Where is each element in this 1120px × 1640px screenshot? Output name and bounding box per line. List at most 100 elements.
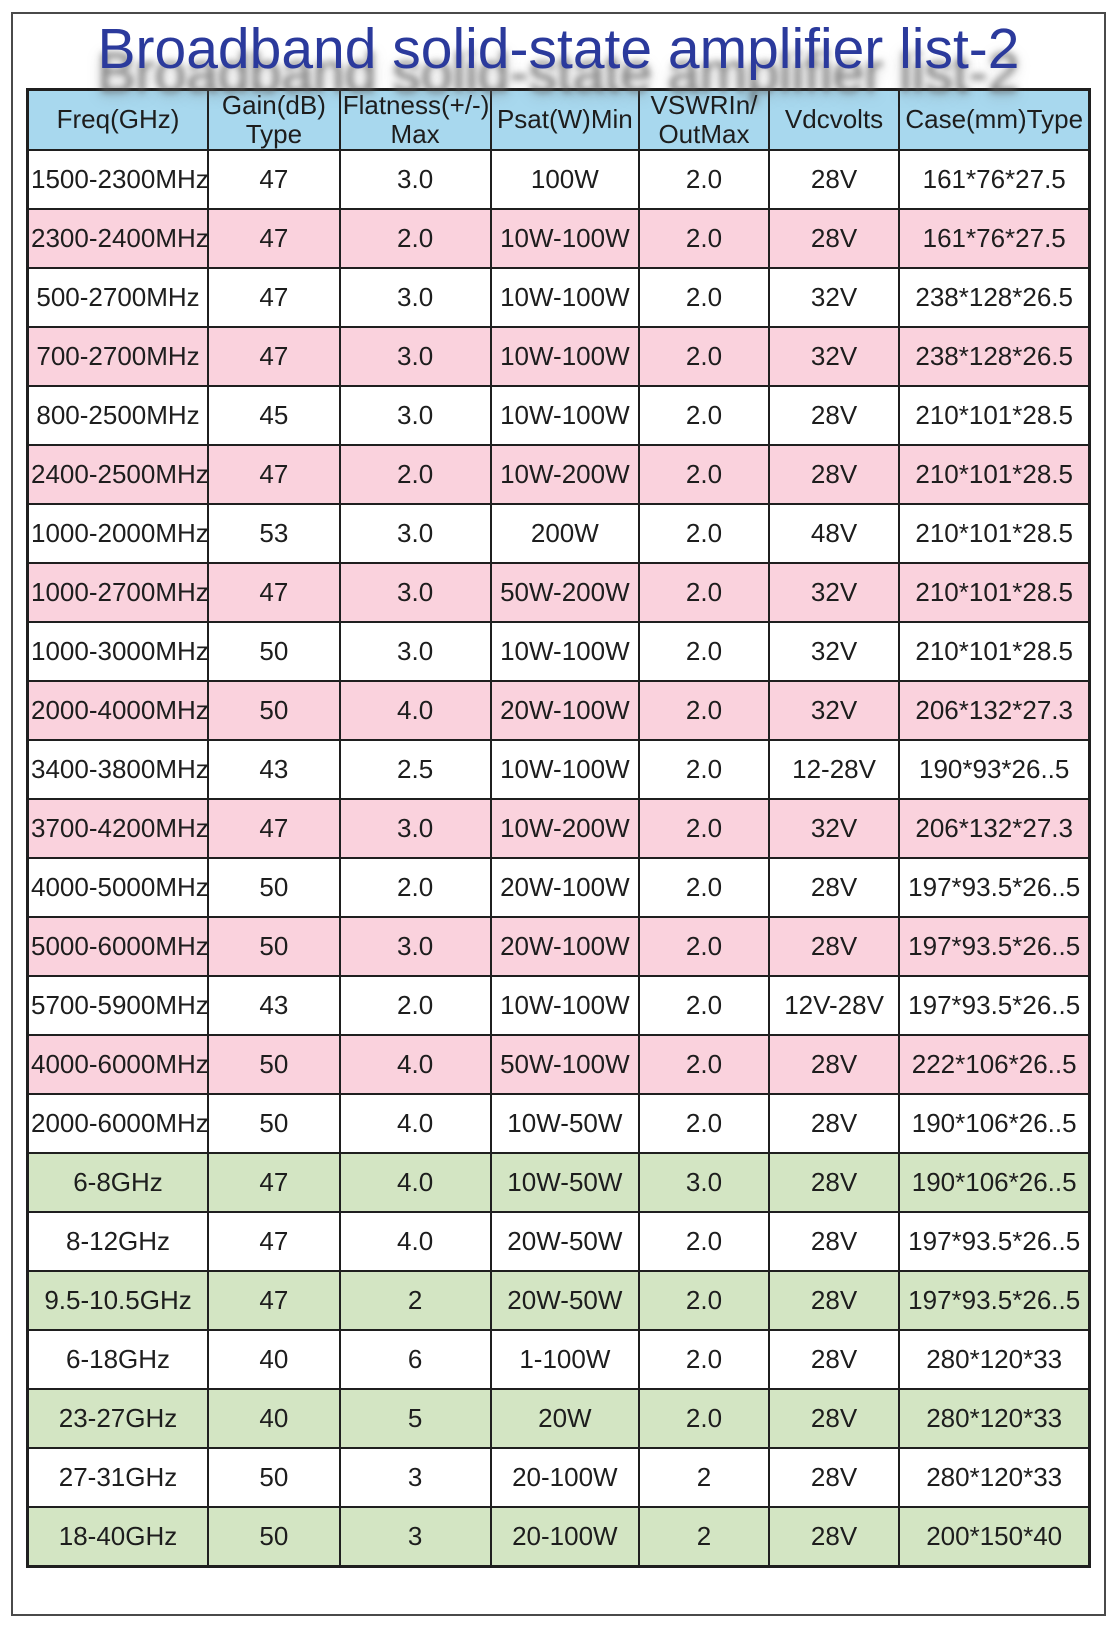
table-cell: 28V xyxy=(767,384,901,446)
table-row: 1500-2300MHz 47 3.0 100W 2.0 28V 161*76*27.5 xyxy=(26,148,1091,210)
table-cell: 1-100W xyxy=(489,1328,641,1390)
table-cell: 2.0 xyxy=(638,384,770,446)
table-cell: 18-40GHz xyxy=(26,1505,210,1568)
column-header-3: Flatness(+/-) Max xyxy=(338,88,492,151)
table-cell: 3.0 xyxy=(338,915,492,977)
table-cell: 197*93.5*26..5 xyxy=(898,915,1091,977)
table-cell: 2.0 xyxy=(338,443,492,505)
table-cell: 45 xyxy=(207,384,341,446)
table-cell: 280*120*33 xyxy=(898,1328,1091,1390)
table-cell: 2.0 xyxy=(338,856,492,918)
table-cell: 28V xyxy=(767,915,901,977)
table-cell: 3.0 xyxy=(338,502,492,564)
table-cell: 4.0 xyxy=(338,679,492,741)
table-cell: 20W-50W xyxy=(489,1269,641,1331)
table-cell: 47 xyxy=(207,797,341,859)
amplifier-table: Freq(GHz) Gain(dB) Type Flatness(+/-) Max P… xyxy=(26,87,1091,1568)
table-cell: 280*120*33 xyxy=(898,1446,1091,1508)
table-cell: 23-27GHz xyxy=(26,1387,210,1449)
table-cell: 28V xyxy=(767,1210,901,1272)
table-cell: 40 xyxy=(207,1387,341,1449)
table-cell: 2000-4000MHz xyxy=(26,679,210,741)
table-cell: 2.0 xyxy=(638,266,770,328)
table-cell: 2 xyxy=(338,1269,492,1331)
table-row: 18-40GHz 50 3 20-100W 2 28V 200*150*40 xyxy=(26,1505,1091,1568)
table-cell: 28V xyxy=(767,207,901,269)
table-cell: 2.0 xyxy=(638,797,770,859)
table-cell: 12V-28V xyxy=(767,974,901,1036)
table-cell: 161*76*27.5 xyxy=(898,148,1091,210)
table-cell: 32V xyxy=(767,561,901,623)
table-row: 800-2500MHz 45 3.0 10W-100W 2.0 28V 210*101*28… xyxy=(26,384,1091,446)
table-cell: 10W-50W xyxy=(489,1151,641,1213)
table-cell: 20-100W xyxy=(489,1446,641,1508)
table-cell: 1000-2700MHz xyxy=(26,561,210,623)
table-cell: 10W-200W xyxy=(489,443,641,505)
header-row: Freq(GHz) Gain(dB) Type Flatness(+/-) Max P… xyxy=(26,88,1091,151)
table-cell: 190*106*26..5 xyxy=(898,1151,1091,1213)
table-cell: 6-8GHz xyxy=(26,1151,210,1213)
table-row: 1000-2700MHz 47 3.0 50W-200W 2.0 32V 210*101*2… xyxy=(26,561,1091,623)
table-cell: 5000-6000MHz xyxy=(26,915,210,977)
table-cell: 3.0 xyxy=(638,1151,770,1213)
table-cell: 1000-2000MHz xyxy=(26,502,210,564)
table-cell: 5700-5900MHz xyxy=(26,974,210,1036)
table-cell: 28V xyxy=(767,1269,901,1331)
table-row: 2300-2400MHz 47 2.0 10W-100W 2.0 28V 161*76*27… xyxy=(26,207,1091,269)
table-row: 5700-5900MHz 43 2.0 10W-100W 2.0 12V-28V 197*9… xyxy=(26,974,1091,1036)
table-cell: 10W-50W xyxy=(489,1092,641,1154)
table-cell: 43 xyxy=(207,974,341,1036)
table-cell: 28V xyxy=(767,1151,901,1213)
table-cell: 3400-3800MHz xyxy=(26,738,210,800)
table-cell: 10W-100W xyxy=(489,620,641,682)
table-cell: 2.0 xyxy=(638,1033,770,1095)
table-cell: 4.0 xyxy=(338,1092,492,1154)
table-cell: 50 xyxy=(207,1033,341,1095)
table-cell: 4000-5000MHz xyxy=(26,856,210,918)
table-cell: 2.0 xyxy=(638,1269,770,1331)
table-cell: 200W xyxy=(489,502,641,564)
table-cell: 3700-4200MHz xyxy=(26,797,210,859)
table-cell: 210*101*28.5 xyxy=(898,384,1091,446)
table-cell: 4.0 xyxy=(338,1210,492,1272)
table-row: 4000-6000MHz 50 4.0 50W-100W 2.0 28V 222*106*2… xyxy=(26,1033,1091,1095)
table-cell: 2000-6000MHz xyxy=(26,1092,210,1154)
table-cell: 2.0 xyxy=(638,738,770,800)
table-cell: 47 xyxy=(207,443,341,505)
table-cell: 3 xyxy=(338,1505,492,1568)
table-cell: 3.0 xyxy=(338,797,492,859)
table-cell: 20W xyxy=(489,1387,641,1449)
table-cell: 2.0 xyxy=(638,679,770,741)
table-cell: 47 xyxy=(207,1269,341,1331)
column-header-5: VSWRIn/ OutMax xyxy=(638,88,770,151)
table-cell: 2400-2500MHz xyxy=(26,443,210,505)
table-row: 27-31GHz 50 3 20-100W 2 28V 280*120*33 xyxy=(26,1446,1091,1508)
table-cell: 10W-100W xyxy=(489,974,641,1036)
table-row: 3400-3800MHz 43 2.5 10W-100W 2.0 12-28V 190*93… xyxy=(26,738,1091,800)
table-cell: 50 xyxy=(207,856,341,918)
table-row: 500-2700MHz 47 3.0 10W-100W 2.0 32V 238*128*26… xyxy=(26,266,1091,328)
table-cell: 10W-100W xyxy=(489,325,641,387)
column-header-4: Psat(W)Min xyxy=(489,88,641,151)
table-cell: 32V xyxy=(767,679,901,741)
table-cell: 10W-100W xyxy=(489,738,641,800)
table-cell: 2.0 xyxy=(338,974,492,1036)
table-cell: 28V xyxy=(767,856,901,918)
table-cell: 2.0 xyxy=(638,502,770,564)
table-cell: 1000-3000MHz xyxy=(26,620,210,682)
table-cell: 10W-100W xyxy=(489,207,641,269)
table-cell: 50W-100W xyxy=(489,1033,641,1095)
table-cell: 50 xyxy=(207,1446,341,1508)
table-cell: 2 xyxy=(638,1446,770,1508)
table-cell: 27-31GHz xyxy=(26,1446,210,1508)
table-row: 2400-2500MHz 47 2.0 10W-200W 2.0 28V 210*101*2… xyxy=(26,443,1091,505)
table-cell: 10W-200W xyxy=(489,797,641,859)
table-row: 6-8GHz 47 4.0 10W-50W 3.0 28V 190*106*26..5 xyxy=(26,1151,1091,1213)
table-cell: 3.0 xyxy=(338,384,492,446)
table-cell: 28V xyxy=(767,1446,901,1508)
table-cell: 4000-6000MHz xyxy=(26,1033,210,1095)
table-cell: 2.0 xyxy=(638,148,770,210)
table-cell: 206*132*27.3 xyxy=(898,679,1091,741)
table-cell: 32V xyxy=(767,266,901,328)
table-cell: 197*93.5*26..5 xyxy=(898,856,1091,918)
